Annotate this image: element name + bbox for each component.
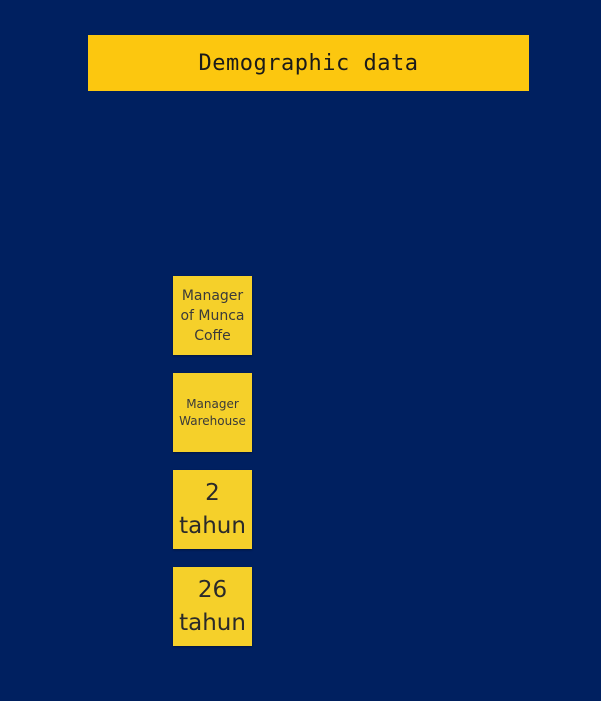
sticky-note-text: 26 tahun [179, 576, 246, 636]
title-banner[interactable]: Demographic data [88, 35, 529, 91]
sticky-note-text: Manager of Munca Coffe [180, 287, 245, 344]
sticky-note-experience[interactable]: 2 tahun [173, 470, 252, 549]
sticky-note-occupation[interactable]: Manager of Munca Coffe [173, 276, 252, 355]
sticky-note-text: Manager Warehouse [179, 396, 246, 428]
sticky-note-age[interactable]: 26 tahun [173, 567, 252, 646]
board-title: Demographic data [198, 50, 419, 76]
sticky-note-text: 2 tahun [179, 479, 246, 539]
sticky-note-job-title[interactable]: Manager Warehouse [173, 373, 252, 452]
